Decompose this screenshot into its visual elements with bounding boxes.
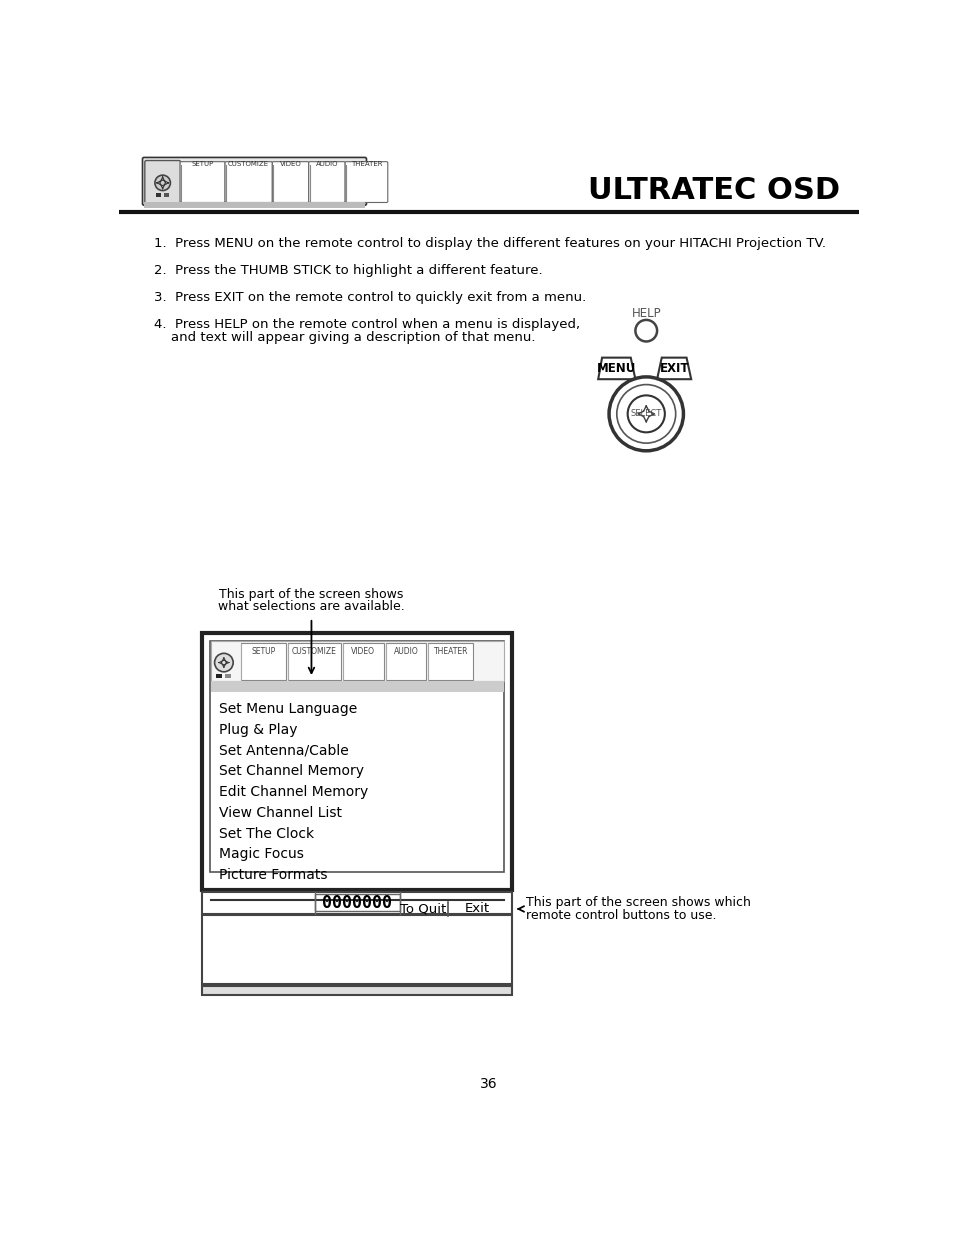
Text: SETUP: SETUP xyxy=(192,161,213,167)
Text: 2.  Press the THUMB STICK to highlight a different feature.: 2. Press the THUMB STICK to highlight a … xyxy=(154,264,542,277)
FancyBboxPatch shape xyxy=(343,642,383,679)
Text: CUSTOMIZE: CUSTOMIZE xyxy=(292,647,336,656)
FancyBboxPatch shape xyxy=(314,894,399,911)
FancyBboxPatch shape xyxy=(145,161,180,204)
Text: Plug & Play: Plug & Play xyxy=(219,722,297,736)
FancyBboxPatch shape xyxy=(241,642,286,679)
Text: 1.  Press MENU on the remote control to display the different features on your H: 1. Press MENU on the remote control to d… xyxy=(154,237,825,249)
FancyBboxPatch shape xyxy=(142,157,366,205)
Text: This part of the screen shows which: This part of the screen shows which xyxy=(525,897,750,909)
FancyBboxPatch shape xyxy=(428,642,473,679)
FancyBboxPatch shape xyxy=(288,642,340,679)
FancyBboxPatch shape xyxy=(211,680,503,692)
Text: SELECT: SELECT xyxy=(630,409,661,419)
FancyBboxPatch shape xyxy=(345,162,387,203)
Polygon shape xyxy=(598,358,635,379)
Text: This part of the screen shows: This part of the screen shows xyxy=(219,588,403,601)
Text: 0000000: 0000000 xyxy=(322,894,392,911)
Text: Edit Channel Memory: Edit Channel Memory xyxy=(219,785,368,799)
Bar xyxy=(156,193,161,196)
Text: and text will appear giving a description of that menu.: and text will appear giving a descriptio… xyxy=(171,331,536,345)
Text: MENU: MENU xyxy=(597,362,636,375)
Text: 3.  Press EXIT on the remote control to quickly exit from a menu.: 3. Press EXIT on the remote control to q… xyxy=(154,290,586,304)
Text: what selections are available.: what selections are available. xyxy=(218,600,404,614)
Circle shape xyxy=(154,175,171,190)
FancyBboxPatch shape xyxy=(211,641,503,680)
Text: ULTRATEC OSD: ULTRATEC OSD xyxy=(587,177,840,205)
Text: AUDIO: AUDIO xyxy=(394,647,418,656)
FancyBboxPatch shape xyxy=(144,203,365,209)
Text: VIDEO: VIDEO xyxy=(279,161,301,167)
Text: AUDIO: AUDIO xyxy=(315,161,338,167)
Bar xyxy=(164,193,169,196)
Bar xyxy=(224,674,231,678)
Text: View Channel List: View Channel List xyxy=(219,805,342,820)
Text: Set Menu Language: Set Menu Language xyxy=(219,701,357,716)
FancyBboxPatch shape xyxy=(202,634,512,890)
FancyBboxPatch shape xyxy=(202,892,512,914)
Text: Exit: Exit xyxy=(464,903,489,915)
Bar xyxy=(211,900,503,918)
Text: THEATER: THEATER xyxy=(434,647,468,656)
Text: Magic Focus: Magic Focus xyxy=(219,847,304,861)
Bar xyxy=(216,674,222,678)
Text: 4.  Press HELP on the remote control when a menu is displayed,: 4. Press HELP on the remote control when… xyxy=(154,317,579,331)
Text: EXIT: EXIT xyxy=(659,362,688,375)
Text: VIDEO: VIDEO xyxy=(351,647,375,656)
Text: HELP: HELP xyxy=(631,308,660,320)
FancyBboxPatch shape xyxy=(210,641,504,872)
Text: THEATER: THEATER xyxy=(351,161,382,167)
FancyBboxPatch shape xyxy=(180,162,225,203)
Text: CUSTOMIZE: CUSTOMIZE xyxy=(228,161,269,167)
Circle shape xyxy=(214,653,233,672)
FancyBboxPatch shape xyxy=(202,986,512,995)
Text: Set The Clock: Set The Clock xyxy=(219,826,314,841)
FancyBboxPatch shape xyxy=(385,642,426,679)
Text: SETUP: SETUP xyxy=(251,647,275,656)
Text: To Quit: To Quit xyxy=(399,903,446,915)
FancyBboxPatch shape xyxy=(202,915,512,984)
Text: Set Channel Memory: Set Channel Memory xyxy=(219,764,364,778)
Text: Picture Formats: Picture Formats xyxy=(219,868,328,882)
FancyBboxPatch shape xyxy=(272,162,309,203)
Text: Set Antenna/Cable: Set Antenna/Cable xyxy=(219,743,349,757)
FancyBboxPatch shape xyxy=(309,162,345,203)
Text: remote control buttons to use.: remote control buttons to use. xyxy=(525,909,716,921)
Text: 36: 36 xyxy=(479,1077,497,1091)
Polygon shape xyxy=(657,358,691,379)
FancyBboxPatch shape xyxy=(225,162,272,203)
